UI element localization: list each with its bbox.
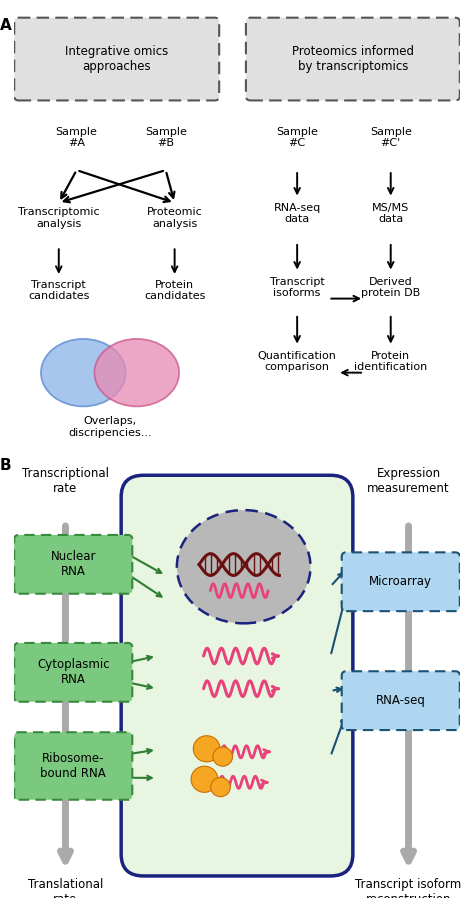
Text: Protein
identification: Protein identification	[354, 351, 428, 373]
FancyBboxPatch shape	[342, 672, 460, 730]
FancyBboxPatch shape	[14, 643, 132, 701]
Text: MS/MS
data: MS/MS data	[372, 203, 410, 224]
Text: Protein
candidates: Protein candidates	[144, 280, 205, 302]
FancyBboxPatch shape	[342, 552, 460, 612]
Text: Transcriptomic
analysis: Transcriptomic analysis	[18, 207, 100, 229]
Text: Transcript
candidates: Transcript candidates	[28, 280, 90, 302]
FancyBboxPatch shape	[14, 535, 132, 594]
Text: Microarray: Microarray	[369, 576, 432, 588]
Text: Sample
#B: Sample #B	[145, 127, 187, 148]
Text: A: A	[0, 18, 12, 32]
Ellipse shape	[94, 339, 179, 407]
Text: Derived
protein DB: Derived protein DB	[361, 277, 420, 298]
Ellipse shape	[41, 339, 126, 407]
Text: Translational
rate: Translational rate	[28, 878, 103, 898]
Text: Nuclear
RNA: Nuclear RNA	[51, 550, 96, 578]
Text: RNA-seq: RNA-seq	[376, 694, 426, 707]
FancyBboxPatch shape	[14, 732, 132, 800]
Text: Sample
#C: Sample #C	[276, 127, 318, 148]
Text: Sample
#C': Sample #C'	[370, 127, 411, 148]
Text: Proteomics informed
by transcriptomics: Proteomics informed by transcriptomics	[292, 45, 414, 73]
Text: Expression
measurement: Expression measurement	[367, 467, 450, 495]
Text: Transcript
isoforms: Transcript isoforms	[270, 277, 325, 298]
Text: Quantification
comparison: Quantification comparison	[258, 351, 337, 373]
Text: Transcript isoform
reconstruction: Transcript isoform reconstruction	[356, 878, 462, 898]
Circle shape	[193, 735, 220, 762]
Text: Transcriptional
rate: Transcriptional rate	[22, 467, 109, 495]
Text: Cytoplasmic
RNA: Cytoplasmic RNA	[37, 658, 109, 686]
Text: Proteomic
analysis: Proteomic analysis	[147, 207, 202, 229]
Text: Ribosome-
bound RNA: Ribosome- bound RNA	[40, 752, 106, 780]
Text: RNA-seq
data: RNA-seq data	[273, 203, 321, 224]
Ellipse shape	[177, 510, 310, 623]
FancyBboxPatch shape	[14, 18, 219, 101]
Text: Integrative omics
approaches: Integrative omics approaches	[65, 45, 168, 73]
Text: Sample
#A: Sample #A	[55, 127, 98, 148]
Text: Overlaps,
discripencies...: Overlaps, discripencies...	[68, 416, 152, 438]
FancyBboxPatch shape	[246, 18, 460, 101]
Circle shape	[213, 747, 233, 766]
Circle shape	[191, 766, 218, 792]
FancyBboxPatch shape	[121, 475, 353, 876]
Circle shape	[211, 778, 230, 797]
Text: B: B	[0, 458, 12, 473]
